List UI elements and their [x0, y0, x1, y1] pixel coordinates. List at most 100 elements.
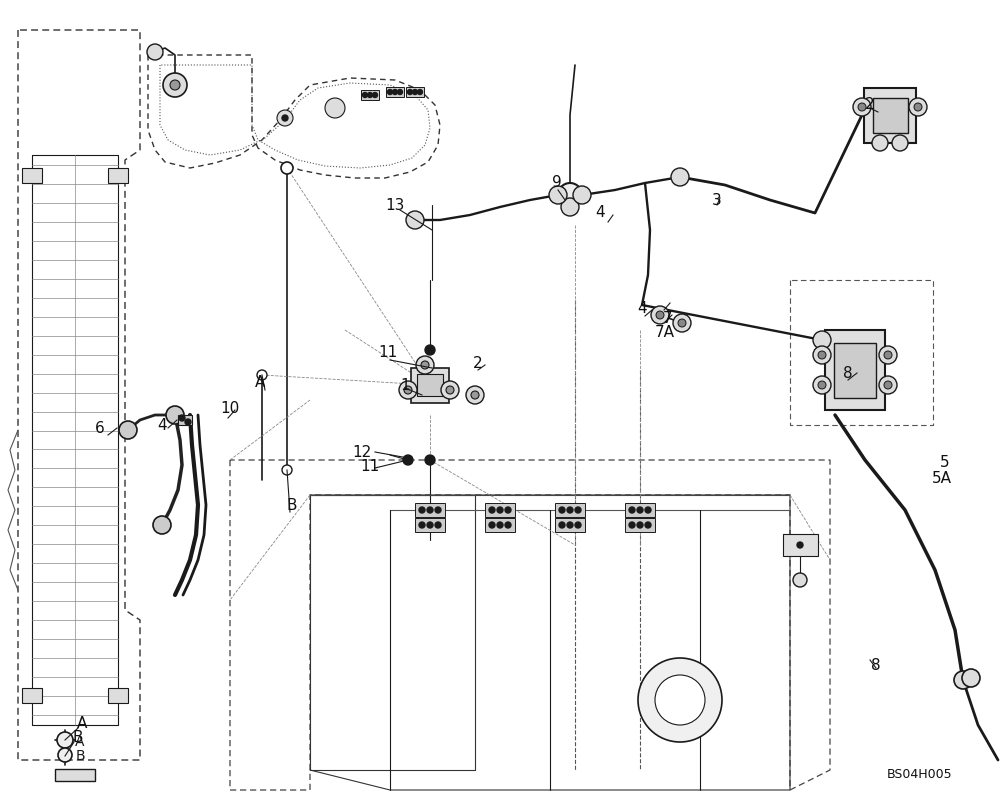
Circle shape	[962, 669, 980, 687]
Circle shape	[399, 381, 417, 399]
Circle shape	[435, 507, 441, 513]
Circle shape	[325, 98, 345, 118]
Circle shape	[645, 522, 651, 528]
Bar	[625, 503, 655, 517]
Text: 6: 6	[95, 421, 105, 436]
Circle shape	[403, 455, 413, 465]
Circle shape	[884, 351, 892, 359]
Circle shape	[185, 419, 191, 425]
Circle shape	[406, 211, 424, 229]
Circle shape	[163, 73, 187, 97]
Circle shape	[884, 381, 892, 389]
Circle shape	[914, 103, 922, 111]
Circle shape	[170, 80, 180, 90]
Text: 9: 9	[552, 174, 562, 189]
Circle shape	[797, 542, 803, 548]
Circle shape	[471, 391, 479, 399]
Bar	[555, 518, 585, 532]
Circle shape	[489, 507, 495, 513]
Circle shape	[558, 183, 582, 207]
Bar	[178, 415, 192, 425]
Circle shape	[57, 732, 73, 748]
Bar	[415, 503, 445, 517]
Circle shape	[573, 186, 591, 204]
Text: 8: 8	[871, 657, 881, 672]
Circle shape	[629, 507, 635, 513]
Bar	[361, 90, 379, 100]
Circle shape	[446, 386, 454, 394]
Circle shape	[257, 370, 267, 380]
Circle shape	[147, 44, 163, 60]
Circle shape	[879, 346, 897, 364]
Bar	[625, 518, 655, 532]
Bar	[872, 97, 908, 132]
Text: 7A: 7A	[655, 325, 675, 340]
Bar	[411, 367, 449, 402]
Circle shape	[368, 93, 373, 97]
Bar	[22, 167, 42, 182]
Bar	[834, 342, 876, 398]
Text: 2: 2	[473, 356, 483, 371]
Text: 4: 4	[637, 300, 647, 315]
Circle shape	[575, 522, 581, 528]
Bar	[55, 769, 95, 781]
Bar	[108, 687, 128, 703]
Circle shape	[638, 658, 722, 742]
Circle shape	[678, 319, 686, 327]
Circle shape	[813, 376, 831, 394]
Bar	[406, 87, 424, 97]
Circle shape	[393, 89, 398, 94]
Circle shape	[281, 162, 293, 174]
Text: 7: 7	[663, 310, 673, 326]
Circle shape	[398, 89, 403, 94]
Text: 4: 4	[157, 417, 167, 432]
Circle shape	[671, 168, 689, 186]
Text: B: B	[287, 497, 297, 512]
Circle shape	[425, 455, 435, 465]
Circle shape	[793, 573, 807, 587]
Circle shape	[637, 522, 643, 528]
Text: 1: 1	[400, 378, 410, 393]
Circle shape	[441, 381, 459, 399]
Circle shape	[408, 89, 413, 94]
Bar	[555, 503, 585, 517]
Circle shape	[879, 376, 897, 394]
Circle shape	[909, 98, 927, 116]
Bar	[864, 87, 916, 143]
Circle shape	[567, 522, 573, 528]
Circle shape	[373, 93, 378, 97]
Circle shape	[872, 135, 888, 151]
Bar	[485, 518, 515, 532]
Bar	[485, 503, 515, 517]
Text: 10: 10	[220, 401, 240, 416]
Circle shape	[559, 507, 565, 513]
Text: 5: 5	[940, 455, 950, 470]
Text: 8: 8	[843, 365, 853, 380]
Bar	[108, 167, 128, 182]
Circle shape	[421, 361, 429, 369]
Circle shape	[277, 110, 293, 126]
Circle shape	[416, 356, 434, 374]
Circle shape	[629, 522, 635, 528]
Circle shape	[575, 507, 581, 513]
Circle shape	[489, 522, 495, 528]
Text: 11: 11	[360, 459, 380, 474]
Text: 5A: 5A	[932, 470, 952, 485]
Bar	[415, 518, 445, 532]
Circle shape	[282, 465, 292, 475]
Circle shape	[655, 675, 705, 725]
Circle shape	[858, 103, 866, 111]
Circle shape	[119, 421, 137, 439]
Text: 3: 3	[712, 192, 722, 208]
Circle shape	[419, 507, 425, 513]
Text: 4: 4	[595, 204, 605, 219]
Circle shape	[388, 89, 393, 94]
Circle shape	[505, 507, 511, 513]
Bar	[417, 374, 443, 396]
Circle shape	[179, 415, 185, 421]
Text: 12: 12	[352, 444, 372, 459]
Circle shape	[363, 93, 368, 97]
Text: 2: 2	[865, 97, 875, 112]
Circle shape	[637, 507, 643, 513]
Circle shape	[559, 522, 565, 528]
